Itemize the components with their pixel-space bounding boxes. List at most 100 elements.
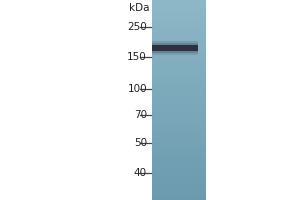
Bar (152, 192, 206, 193)
Bar (152, 63, 206, 64)
Bar (152, 187, 206, 188)
Bar (152, 73, 206, 74)
Bar (152, 82, 206, 83)
Bar (152, 17, 206, 18)
Bar (152, 184, 206, 185)
Bar (152, 5, 206, 6)
Bar (152, 45, 198, 51)
Bar (152, 165, 206, 166)
Bar (152, 72, 206, 73)
Bar (152, 147, 206, 148)
Bar (152, 4, 206, 5)
Bar (152, 198, 206, 199)
Bar (152, 132, 206, 133)
Bar (152, 98, 206, 99)
Bar (152, 78, 206, 79)
Bar (152, 87, 206, 88)
Bar (152, 139, 206, 140)
Bar (152, 159, 206, 160)
Bar (152, 55, 206, 56)
Bar (152, 66, 206, 67)
Bar (152, 18, 206, 19)
Bar (152, 96, 206, 97)
Bar (152, 128, 206, 129)
Bar (152, 74, 206, 75)
Bar (152, 153, 206, 154)
Bar (152, 181, 206, 182)
Bar (152, 127, 206, 128)
Bar (152, 13, 206, 14)
Bar (152, 135, 206, 136)
Bar (152, 52, 206, 53)
Bar (152, 178, 206, 179)
Bar (152, 185, 206, 186)
Bar (152, 103, 206, 104)
Bar (152, 180, 206, 181)
Bar (152, 81, 206, 82)
Bar (152, 47, 206, 48)
Bar (152, 169, 206, 170)
Bar (152, 170, 206, 171)
Bar (152, 105, 206, 106)
Bar (152, 115, 206, 116)
Bar (152, 45, 206, 46)
Bar (152, 75, 206, 76)
Bar (152, 33, 206, 34)
Bar (152, 77, 206, 78)
Bar (152, 60, 206, 61)
Bar (152, 111, 206, 112)
Bar (152, 53, 206, 54)
Bar (152, 168, 206, 169)
Bar (152, 27, 206, 28)
Bar (152, 188, 206, 189)
Bar (152, 39, 206, 40)
Bar (152, 174, 206, 175)
Bar (152, 125, 206, 126)
Bar (152, 23, 206, 24)
Bar (152, 150, 206, 151)
Bar (152, 142, 206, 143)
Bar (152, 162, 206, 163)
Bar (152, 122, 206, 123)
Bar (152, 99, 206, 100)
Bar (152, 95, 206, 96)
Bar (152, 145, 206, 146)
Bar (152, 166, 206, 167)
Bar (152, 129, 206, 130)
Bar (152, 49, 206, 50)
Bar (152, 51, 206, 52)
Bar (152, 61, 206, 62)
Bar (152, 48, 206, 49)
Bar (152, 50, 206, 51)
Bar (152, 24, 206, 25)
Bar (152, 112, 206, 113)
Bar (152, 123, 206, 124)
Bar (152, 44, 206, 45)
Bar (152, 28, 206, 29)
Bar (152, 83, 206, 84)
Bar (152, 158, 206, 159)
Bar (152, 190, 206, 191)
Bar (152, 86, 206, 87)
Bar (152, 19, 206, 20)
Bar (152, 62, 206, 63)
Bar (152, 68, 206, 69)
Bar (152, 117, 206, 118)
Bar (152, 64, 206, 65)
Bar (152, 179, 206, 180)
Bar (152, 110, 206, 111)
Bar (152, 131, 206, 132)
Bar (152, 71, 206, 72)
Bar (152, 10, 206, 11)
Bar (152, 94, 206, 95)
Bar (152, 126, 206, 127)
Bar (152, 113, 206, 114)
Bar (152, 70, 206, 71)
Text: kDa: kDa (130, 3, 150, 13)
Bar (152, 91, 206, 92)
Bar (152, 35, 206, 36)
Bar (152, 191, 206, 192)
Bar (152, 32, 206, 33)
Bar (152, 195, 206, 196)
Bar (152, 118, 206, 119)
